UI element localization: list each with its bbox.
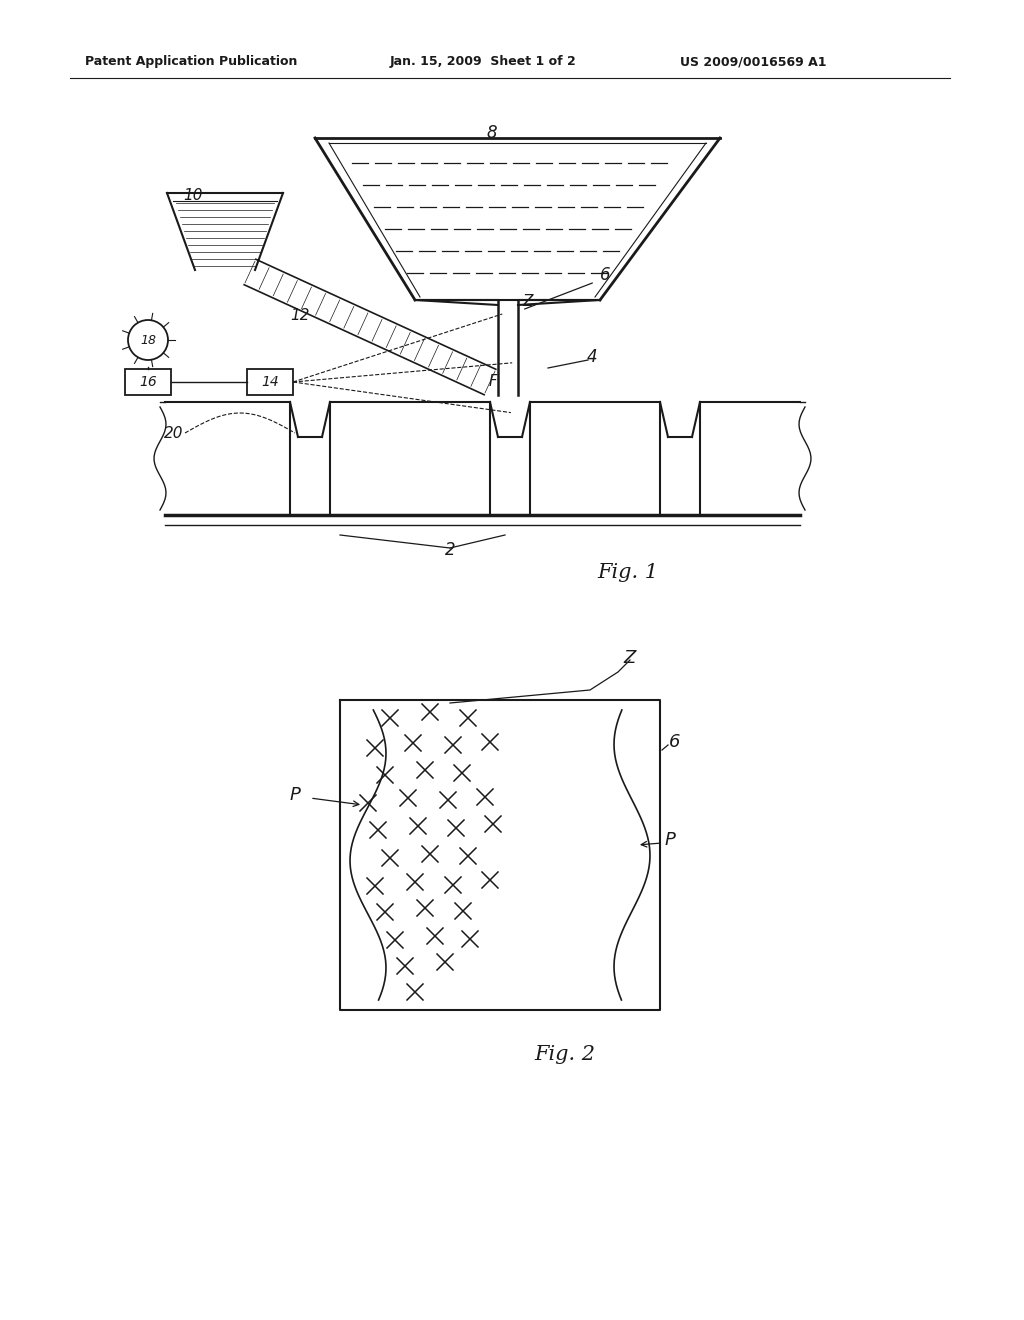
Text: 16: 16	[139, 375, 157, 389]
Text: 6: 6	[670, 733, 681, 751]
Text: 6: 6	[600, 267, 610, 284]
Text: 14: 14	[261, 375, 279, 389]
Text: 20: 20	[164, 425, 183, 441]
Text: US 2009/0016569 A1: US 2009/0016569 A1	[680, 55, 826, 69]
Text: Fig. 1: Fig. 1	[597, 562, 658, 582]
Text: Z: Z	[624, 649, 636, 667]
Text: Fig. 2: Fig. 2	[535, 1045, 596, 1064]
Text: 8: 8	[486, 124, 498, 143]
Text: 10: 10	[183, 187, 203, 202]
Text: 18: 18	[140, 334, 156, 346]
Text: 12: 12	[291, 308, 310, 322]
Text: Z: Z	[522, 294, 534, 309]
Text: Patent Application Publication: Patent Application Publication	[85, 55, 297, 69]
Text: Jan. 15, 2009  Sheet 1 of 2: Jan. 15, 2009 Sheet 1 of 2	[390, 55, 577, 69]
Text: P: P	[290, 785, 300, 804]
Text: 2: 2	[444, 541, 456, 558]
Text: P: P	[665, 832, 676, 849]
Text: F: F	[488, 375, 498, 389]
Text: 4: 4	[587, 348, 597, 366]
